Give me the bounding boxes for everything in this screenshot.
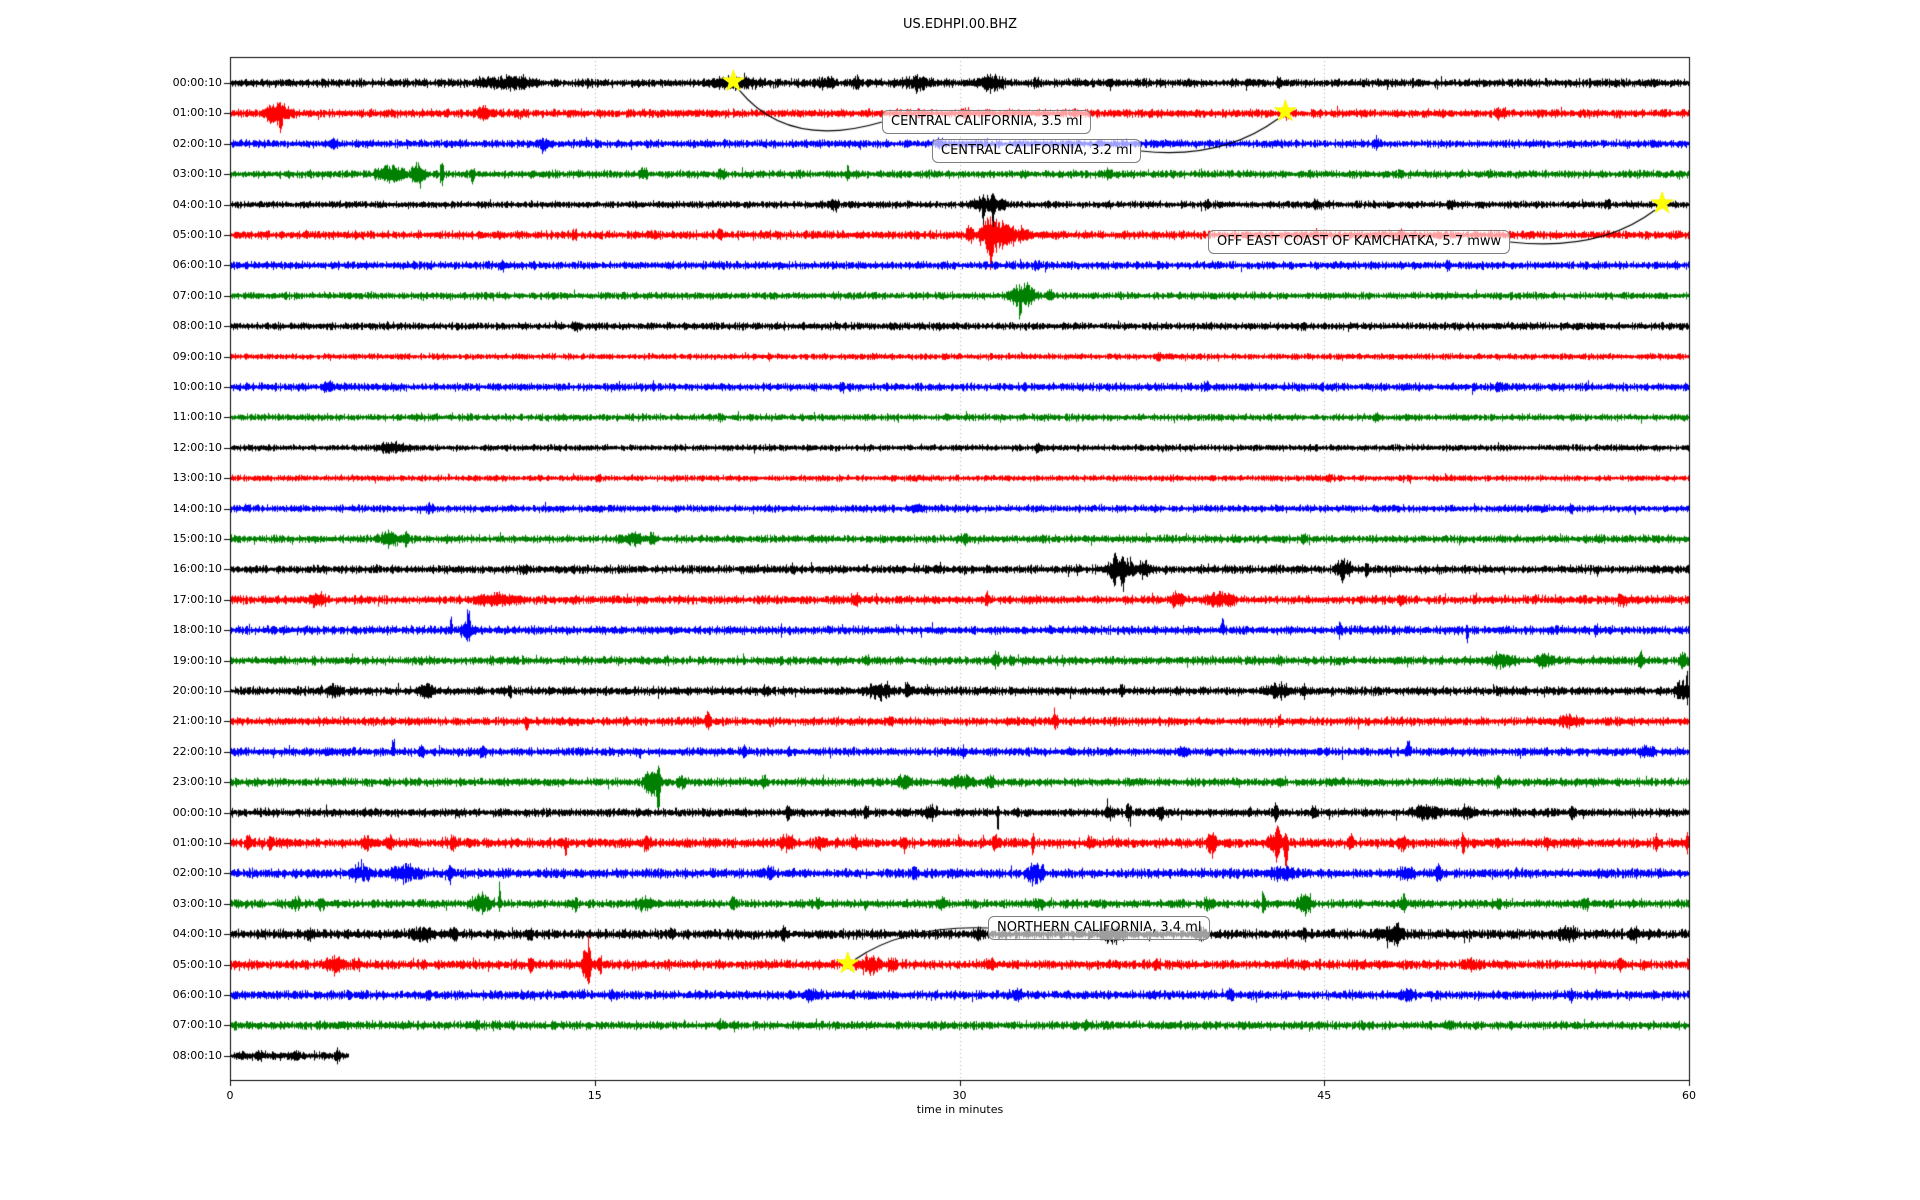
event-star-icon: ★ [1271, 94, 1299, 130]
page-title: US.EDHPI.00.BHZ [903, 17, 1017, 32]
y-tick-label: 07:00:10 [172, 288, 222, 302]
y-tick-label: 19:00:10 [172, 653, 222, 667]
y-tick-label: 14:00:10 [172, 501, 222, 515]
event-star-icon: ★ [719, 63, 747, 99]
y-tick-label: 17:00:10 [172, 592, 222, 606]
event-star-icon: ★ [834, 945, 862, 981]
x-tick-label: 45 [1317, 1089, 1332, 1102]
y-tick-label: 21:00:10 [172, 714, 222, 728]
y-tick-label: 06:00:10 [172, 258, 222, 272]
y-tick-label: 12:00:10 [172, 440, 222, 454]
y-tick-label: 01:00:10 [172, 836, 222, 849]
y-tick-label: 03:00:10 [172, 896, 222, 910]
y-tick-label: 16:00:10 [172, 562, 222, 576]
y-tick-label: 10:00:10 [172, 380, 222, 393]
y-tick-label: 00:00:10 [172, 805, 222, 819]
x-axis-label: time in minutes [916, 1103, 1004, 1116]
y-tick-label: 01:00:10 [172, 106, 222, 120]
y-tick-label: 05:00:10 [172, 957, 222, 971]
event-annotation-central-california-35: CENTRAL CALIFORNIA, 3.5 ml [882, 110, 1092, 134]
y-tick-label: 18:00:10 [172, 623, 222, 637]
y-tick-label: 13:00:10 [172, 471, 222, 485]
y-tick-label: 20:00:10 [172, 684, 222, 697]
y-tick-label: 03:00:10 [172, 167, 222, 181]
y-tick-label: 15:00:10 [172, 532, 222, 545]
y-tick-label: 00:00:10 [172, 76, 222, 89]
x-tick-label: 30 [952, 1089, 967, 1102]
y-tick-label: 08:00:10 [172, 1048, 222, 1062]
y-tick-label: 11:00:10 [172, 410, 222, 424]
event-annotation-northern-california: NORTHERN CALIFORNIA, 3.4 ml [988, 916, 1211, 940]
x-tick-label: 60 [1682, 1089, 1696, 1102]
y-tick-label: 04:00:10 [172, 927, 222, 941]
y-tick-label: 05:00:10 [172, 228, 222, 241]
x-tick-label: 0 [226, 1089, 234, 1102]
event-annotation-kamchatka: OFF EAST COAST OF KAMCHATKA, 5.7 mww [1208, 230, 1511, 254]
y-tick-label: 23:00:10 [172, 775, 222, 789]
y-tick-label: 06:00:10 [172, 988, 222, 1001]
y-tick-label: 22:00:10 [172, 744, 222, 758]
x-tick-label: 15 [587, 1089, 602, 1102]
y-tick-label: 07:00:10 [172, 1018, 222, 1032]
y-tick-label: 08:00:10 [172, 319, 222, 333]
event-star-icon: ★ [1648, 185, 1676, 221]
y-tick-label: 04:00:10 [172, 197, 222, 211]
y-tick-label: 02:00:10 [172, 136, 222, 150]
y-tick-label: 09:00:10 [172, 349, 222, 363]
event-annotation-central-california-32: CENTRAL CALIFORNIA, 3.2 ml [932, 139, 1142, 163]
y-tick-label: 02:00:10 [172, 866, 222, 880]
